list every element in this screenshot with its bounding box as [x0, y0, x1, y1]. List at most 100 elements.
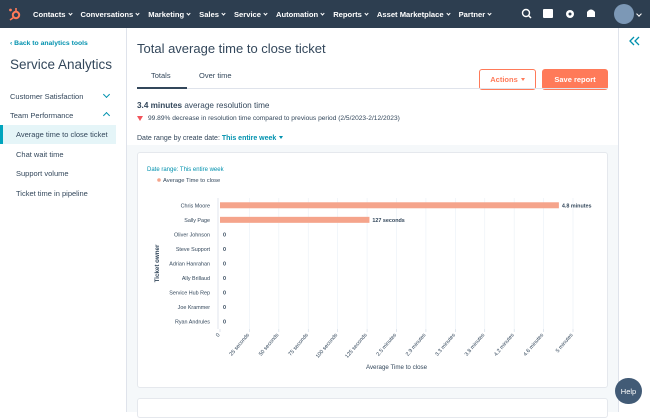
x-tick-label: 5 minutes: [555, 332, 575, 354]
next-card: [137, 398, 608, 418]
nav-label[interactable]: Marketing: [148, 9, 185, 19]
nav-caret[interactable]: [263, 10, 268, 16]
nav-label[interactable]: Asset Marketplace: [376, 9, 444, 19]
x-tick-label: 50 seconds: [258, 332, 281, 357]
legend-swatch: [157, 178, 161, 182]
y-tick-label: Service Hub Rep: [169, 291, 210, 297]
section-label[interactable]: Team Performance: [10, 111, 74, 120]
tab[interactable]: Totals: [151, 71, 171, 80]
tabs-divider: [137, 88, 608, 89]
save-button[interactable]: Save report: [542, 69, 608, 90]
nav-label[interactable]: Conversations: [80, 9, 134, 19]
avatar-caret[interactable]: [636, 11, 642, 17]
summary-value: 3.4 minutes: [137, 101, 183, 110]
sidebar: ‹ Back to analytics tools Service Analyt…: [0, 28, 127, 412]
data-label: 0: [223, 320, 226, 326]
nav-item[interactable]: Marketing: [148, 9, 191, 19]
section-caret[interactable]: [102, 90, 111, 99]
notifications-icon[interactable]: [587, 9, 595, 18]
nav-label[interactable]: Reports: [333, 9, 362, 19]
nav-item[interactable]: Sales: [199, 9, 226, 19]
selected-bg: [0, 125, 116, 144]
y-tick-label: Ryan Andrules: [175, 320, 210, 326]
actions-label[interactable]: Actions: [490, 75, 518, 84]
chart: Date range: This entire week Average Time…: [147, 167, 592, 371]
data-label: 0: [223, 262, 226, 268]
nav-label[interactable]: Service: [233, 9, 262, 19]
nav-item[interactable]: Automation: [276, 9, 325, 19]
data-label: 0: [223, 291, 226, 297]
x-tick-label: 4.6 minutes: [523, 332, 546, 357]
logo: [9, 8, 21, 21]
nav-icons: [521, 8, 595, 19]
nav-items: Contacts Conversations Marketing Sales Servi…: [33, 0, 492, 28]
nav-item[interactable]: Reports: [333, 9, 369, 19]
nav-label[interactable]: Partner: [458, 9, 486, 19]
nav-caret[interactable]: [487, 10, 492, 16]
nav-caret[interactable]: [221, 10, 226, 16]
legend-label: Average Time to close: [163, 178, 220, 184]
back-link[interactable]: ‹ Back to analytics tools: [10, 40, 88, 47]
right-rail: [618, 28, 650, 412]
collapse-icon[interactable]: [629, 36, 641, 46]
nav-item[interactable]: Service: [233, 9, 268, 19]
nav-item[interactable]: Conversations: [81, 10, 140, 19]
data-label: 0: [223, 232, 226, 238]
marketplace-icon[interactable]: [543, 9, 553, 18]
top-nav: Contacts Conversations Marketing Sales Servi…: [0, 0, 650, 28]
nav-caret[interactable]: [445, 10, 451, 16]
help-button[interactable]: Help: [615, 378, 642, 404]
nav-item[interactable]: Partner: [459, 10, 492, 19]
date-filter-label: Date range by create date:: [137, 135, 220, 142]
nav-caret[interactable]: [186, 10, 191, 16]
data-label: 0: [223, 305, 226, 311]
x-tick-label: 100 seconds: [315, 332, 339, 360]
x-tick-label: 0: [215, 332, 222, 338]
x-tick-label: 2.9 minutes: [405, 332, 428, 357]
sidebar-item[interactable]: Average time to close ticket: [16, 130, 108, 139]
y-tick-label: Ally Brillaud: [182, 276, 210, 282]
nav-caret[interactable]: [364, 10, 369, 16]
y-tick-label: Adrian Hanrahan: [169, 262, 210, 268]
nav-label[interactable]: Sales: [199, 9, 219, 19]
x-tick-label: 25 seconds: [229, 332, 252, 357]
y-tick-label: Oliver Johnson: [174, 232, 210, 238]
back-text[interactable]: Back to analytics tools: [14, 40, 88, 47]
y-tick-label: Joe Krammer: [178, 305, 211, 311]
nav-label[interactable]: Automation: [276, 9, 319, 19]
x-tick-label: 2.5 minutes: [376, 332, 399, 357]
down-arrow: [137, 116, 143, 121]
nav-caret[interactable]: [135, 10, 140, 16]
data-label: 0: [223, 276, 226, 282]
nav-caret[interactable]: [320, 10, 325, 16]
x-tick-label: 125 seconds: [344, 332, 368, 360]
actions-button[interactable]: Actions: [479, 69, 536, 90]
nav-caret[interactable]: [67, 10, 73, 16]
x-tick-label: 3.3 minutes: [434, 332, 457, 357]
search-icon[interactable]: [521, 8, 532, 19]
summary-change: 99.89% decrease in resolution time compa…: [148, 115, 400, 122]
date-filter-value[interactable]: This entire week: [221, 135, 277, 142]
x-tick-label: 3.8 minutes: [464, 332, 487, 357]
y-axis-title: Ticket owner: [154, 244, 161, 282]
main: Total average time to close ticket Actio…: [127, 28, 618, 418]
summary-label: average resolution time: [184, 101, 270, 110]
y-tick-label: Chris Moore: [181, 203, 210, 209]
chart-card: [137, 152, 608, 388]
sidebar-title: Service Analytics: [10, 57, 113, 72]
sidebar-item[interactable]: Support volume: [16, 169, 69, 178]
section-label[interactable]: Customer Satisfaction: [10, 92, 84, 101]
sidebar-item[interactable]: Ticket time in pipeline: [16, 188, 88, 198]
sidebar-item[interactable]: Chat wait time: [16, 149, 64, 159]
nav-item[interactable]: Contacts: [33, 9, 73, 19]
section-caret[interactable]: [102, 111, 111, 120]
report-title: Total average time to close ticket: [137, 41, 326, 56]
nav-item[interactable]: Asset Marketplace: [376, 9, 451, 19]
avatar[interactable]: [614, 4, 634, 24]
tab[interactable]: Over time: [199, 71, 232, 80]
nav-label[interactable]: Contacts: [33, 9, 66, 19]
x-axis-title: Average Time to close: [366, 364, 428, 371]
bar: [220, 216, 370, 223]
bar: [220, 202, 559, 209]
